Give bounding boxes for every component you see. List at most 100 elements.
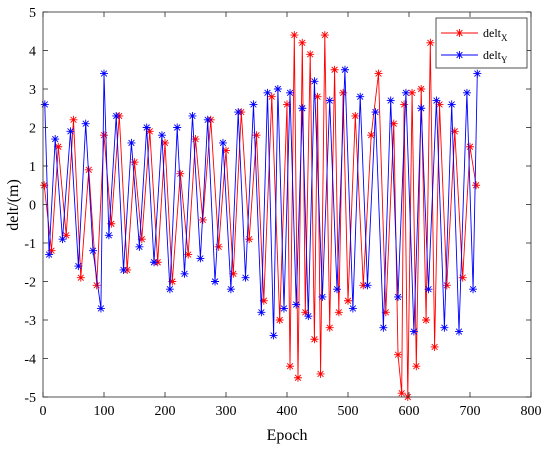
y-tick-label: 4 [29, 45, 36, 60]
data-point-y [249, 100, 258, 109]
data-point-x [137, 235, 146, 244]
data-point-x [100, 131, 108, 140]
data-point-x [400, 100, 409, 109]
x-tick-label: 700 [460, 404, 481, 419]
data-point-y [409, 327, 418, 336]
data-point-x [252, 131, 261, 140]
data-point-x [389, 119, 398, 128]
data-point-x [306, 50, 315, 59]
data-point-x [313, 92, 322, 101]
data-point-y [401, 88, 410, 97]
data-point-y [196, 254, 205, 263]
data-point-y [188, 111, 197, 120]
y-tick-label: 2 [29, 122, 36, 137]
y-tick-label: -1 [24, 237, 36, 252]
data-point-y [348, 304, 357, 313]
y-tick-label: -5 [24, 391, 36, 406]
legend-entry-x: deltX [441, 26, 508, 43]
data-point-x [472, 181, 481, 190]
data-point-y [333, 285, 342, 294]
data-point-y [165, 285, 174, 294]
data-point-y [81, 119, 90, 128]
data-point-y [340, 65, 349, 74]
data-point-x [275, 316, 284, 324]
y-tick-label: 5 [29, 6, 36, 21]
data-point-x [466, 142, 474, 151]
data-point-y [58, 235, 67, 244]
data-point-x [62, 231, 71, 240]
data-point-y [173, 123, 182, 132]
data-point-x [374, 69, 383, 78]
x-tick-label: 0 [40, 404, 47, 419]
data-point-x [450, 127, 459, 136]
data-point-y [363, 281, 372, 290]
data-point-x [286, 362, 295, 371]
data-point-y [279, 304, 288, 313]
data-point-y [263, 88, 272, 97]
data-point-y [386, 96, 395, 105]
data-point-x [417, 85, 426, 93]
data-point-x [92, 281, 101, 290]
data-point-y [100, 69, 108, 78]
x-tick-label: 300 [216, 404, 237, 419]
legend-label: deltY [483, 48, 508, 65]
data-point-y [203, 115, 212, 124]
data-point-x [320, 31, 329, 40]
data-point-y [66, 127, 75, 136]
data-point-x [283, 100, 291, 109]
legend-entry-y: deltY [441, 48, 508, 65]
data-point-x [229, 269, 238, 278]
data-point-x [54, 142, 63, 151]
data-point-y [371, 108, 380, 117]
data-point-x [222, 146, 230, 155]
data-point-x [69, 115, 78, 124]
data-point-x [330, 65, 339, 74]
data-point-y [310, 77, 319, 86]
data-point-x [316, 369, 325, 378]
data-point-y [447, 100, 456, 109]
data-point-y [257, 308, 266, 317]
data-point-x [40, 181, 49, 190]
data-point-y [40, 100, 49, 109]
data-point-y [218, 138, 227, 147]
data-point-y [211, 277, 220, 286]
data-point-y [45, 250, 54, 259]
y-tick-label: 0 [29, 199, 36, 214]
data-point-x [76, 273, 85, 282]
data-point-x [408, 88, 417, 97]
data-point-y [298, 104, 307, 113]
data-point-y [135, 242, 144, 251]
y-tick-label: 1 [29, 160, 36, 175]
data-point-x [359, 281, 368, 290]
series-y [40, 65, 482, 340]
x-tick-label: 400 [277, 404, 298, 419]
data-point-x [394, 350, 403, 359]
data-point-y [286, 88, 295, 97]
data-point-x [422, 316, 431, 324]
data-point-x [47, 246, 56, 255]
data-point-x [310, 335, 319, 344]
data-point-y [325, 96, 334, 105]
legend-marker [455, 51, 464, 59]
data-point-y [112, 111, 121, 120]
data-point-y [455, 327, 464, 336]
y-tick-label: -4 [24, 353, 36, 368]
x-tick-label: 600 [399, 404, 420, 419]
data-point-x [245, 235, 254, 244]
data-point-x [397, 389, 406, 398]
data-point-y [473, 69, 482, 78]
x-axis-title: Epoch [267, 427, 308, 444]
data-point-x [176, 169, 185, 178]
legend-label: deltX [483, 26, 508, 43]
data-point-x [191, 135, 200, 144]
x-tick-label: 100 [94, 404, 115, 419]
series-line-y [44, 69, 478, 336]
data-point-x [130, 158, 139, 167]
x-tick-label: 500 [338, 404, 359, 419]
data-point-x [145, 127, 154, 136]
data-point-y [469, 285, 478, 294]
data-point-x [325, 323, 334, 332]
data-point-x [426, 38, 435, 47]
data-point-x [412, 362, 421, 371]
